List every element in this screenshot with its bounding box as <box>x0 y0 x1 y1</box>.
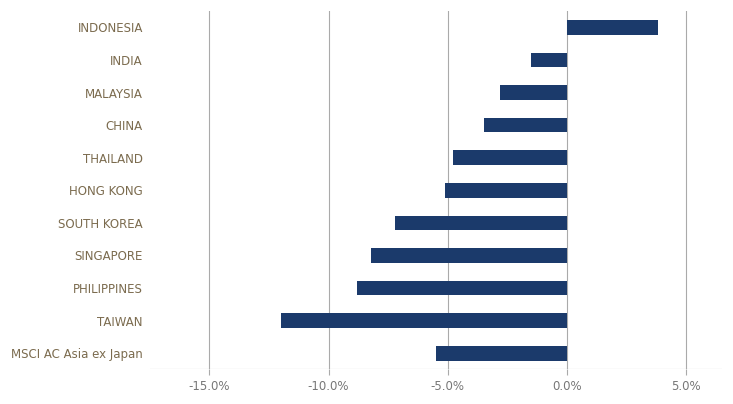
Bar <box>446 183 567 198</box>
Bar <box>484 118 567 133</box>
Bar <box>357 281 567 295</box>
Bar <box>281 313 567 328</box>
Bar <box>500 85 567 100</box>
Bar <box>372 248 567 263</box>
Bar <box>395 216 567 230</box>
Bar <box>531 53 567 67</box>
Bar <box>452 150 567 165</box>
Bar <box>436 346 567 360</box>
Bar <box>567 20 658 35</box>
